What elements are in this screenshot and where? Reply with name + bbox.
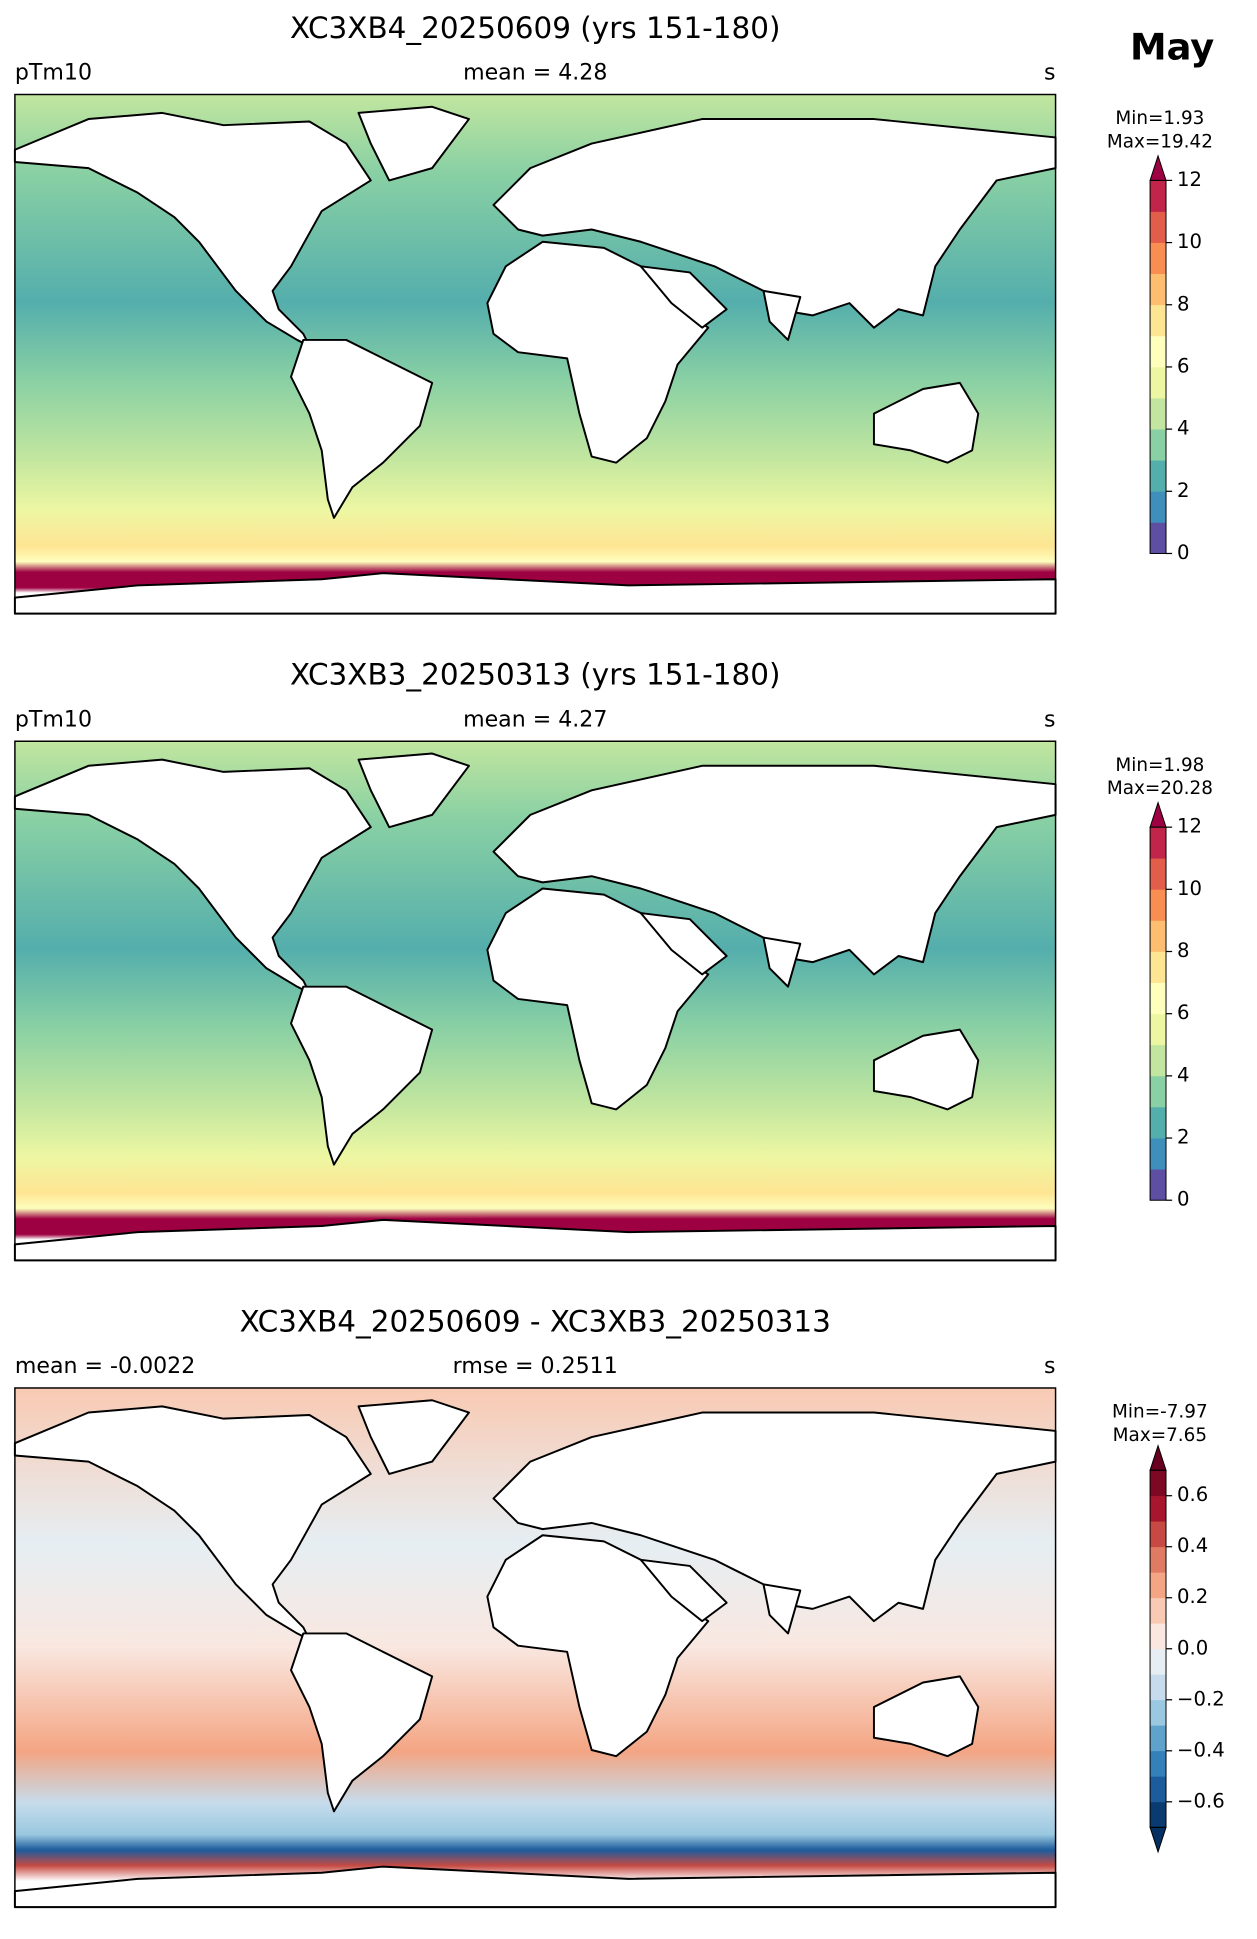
- units-label: s: [1044, 707, 1056, 732]
- colorbar-bin: [1150, 1801, 1167, 1828]
- colorbar-bin: [1150, 1075, 1167, 1108]
- figure-label: May: [1130, 26, 1214, 69]
- colorbar-bin: [1150, 366, 1167, 399]
- colorbar-bin: [1150, 982, 1167, 1015]
- colorbar-tick-label: 2: [1177, 1126, 1190, 1149]
- left-label: pTm10: [15, 61, 92, 86]
- colorbar-tick-label: 0.4: [1177, 1534, 1208, 1557]
- colorbar-tick-label: 6: [1177, 1001, 1190, 1024]
- colorbar-bin: [1150, 242, 1167, 275]
- colorbar-tick-label: −0.4: [1177, 1738, 1225, 1761]
- colorbar-bin: [1150, 1546, 1167, 1573]
- min-label: Min=1.93: [1115, 108, 1204, 129]
- colorbar-bin: [1150, 304, 1167, 337]
- max-label: Max=20.28: [1107, 778, 1213, 799]
- colorbar-extend-max: [1149, 1444, 1167, 1471]
- colorbar-bin: [1150, 1750, 1167, 1777]
- colorbar-tick-label: 10: [1177, 877, 1202, 900]
- colorbar-bin: [1150, 335, 1167, 368]
- colorbar-bin: [1150, 827, 1167, 859]
- max-label: Max=19.42: [1107, 131, 1213, 152]
- colorbar-tick-label: 8: [1177, 939, 1190, 962]
- colorbar-bin: [1150, 1572, 1167, 1599]
- min-label: Min=1.98: [1115, 755, 1204, 776]
- colorbar-bin: [1150, 1044, 1167, 1077]
- map-frame: [14, 740, 1057, 1262]
- panel-title: XC3XB4_20250609 (yrs 151-180): [290, 11, 780, 45]
- colorbar-tick-label: 4: [1177, 417, 1190, 440]
- colorbar-tick-label: 12: [1177, 815, 1202, 838]
- colorbar-bin: [1150, 429, 1167, 461]
- colorbar-tick-label: 0.6: [1177, 1483, 1208, 1506]
- map-panel: [13, 93, 1057, 615]
- colorbar-tick-label: 10: [1177, 230, 1202, 253]
- colorbar-bin: [1150, 211, 1167, 243]
- panel-title: XC3XB4_20250609 - XC3XB3_20250313: [240, 1304, 831, 1338]
- map-panel: [13, 1387, 1057, 1909]
- colorbar-bin: [1150, 889, 1167, 921]
- colorbar-bin: [1150, 951, 1167, 983]
- map-frame: [14, 1387, 1057, 1908]
- colorbar-extend-max: [1149, 801, 1167, 828]
- left-label: mean = -0.0022: [15, 1354, 195, 1379]
- colorbar-bin: [1150, 1495, 1167, 1522]
- colorbar-extend-min: [1149, 1826, 1167, 1854]
- colorbar-bin: [1150, 522, 1167, 554]
- center-label: mean = 4.28: [463, 61, 607, 86]
- colorbar-bin: [1150, 460, 1167, 492]
- colorbar-bin: [1150, 180, 1167, 212]
- left-label: pTm10: [15, 707, 92, 732]
- colorbar-bin: [1150, 1725, 1167, 1752]
- center-label: mean = 4.27: [463, 707, 607, 732]
- colorbar-tick-label: −0.6: [1177, 1789, 1225, 1812]
- colorbar-bin: [1150, 920, 1167, 952]
- colorbar-bin: [1150, 1699, 1167, 1726]
- colorbar-bin: [1150, 1169, 1167, 1201]
- center-label: rmse = 0.2511: [453, 1354, 618, 1379]
- colorbar-bin: [1150, 858, 1167, 890]
- colorbar-tick-label: 6: [1177, 354, 1190, 377]
- colorbar-bin: [1150, 1470, 1167, 1497]
- colorbar-bin: [1150, 1674, 1167, 1701]
- colorbar-tick-label: 4: [1177, 1063, 1190, 1086]
- colorbar-bin: [1150, 1106, 1167, 1139]
- min-label: Min=-7.97: [1112, 1402, 1208, 1423]
- colorbar-tick-label: 0: [1177, 541, 1190, 564]
- colorbar-tick-label: 0.2: [1177, 1585, 1208, 1608]
- max-label: Max=7.65: [1113, 1425, 1207, 1446]
- colorbar-bin: [1150, 491, 1167, 523]
- units-label: s: [1044, 1354, 1056, 1379]
- units-label: s: [1044, 61, 1056, 86]
- colorbar-bin: [1150, 1521, 1167, 1548]
- colorbar-tick-label: 12: [1177, 168, 1202, 191]
- colorbar-tick-label: 0.0: [1177, 1636, 1208, 1659]
- colorbar-bin: [1150, 1648, 1167, 1675]
- colorbar-bin: [1150, 1597, 1167, 1624]
- panel-title: XC3XB3_20250313 (yrs 151-180): [290, 658, 780, 692]
- colorbar-bin: [1150, 398, 1167, 430]
- colorbar-tick-label: 0: [1177, 1188, 1190, 1211]
- colorbar-bin: [1150, 1138, 1167, 1170]
- colorbar-extend-max: [1149, 154, 1167, 181]
- colorbar-bin: [1150, 1776, 1167, 1803]
- colorbar-bin: [1150, 273, 1167, 306]
- colorbar-bin: [1150, 1013, 1167, 1046]
- colorbar-tick-label: 8: [1177, 292, 1190, 315]
- colorbar-tick-label: −0.2: [1177, 1687, 1225, 1710]
- map-frame: [14, 93, 1057, 615]
- colorbar-bin: [1150, 1623, 1167, 1650]
- colorbar-tick-label: 2: [1177, 479, 1190, 502]
- map-panel: [13, 740, 1057, 1262]
